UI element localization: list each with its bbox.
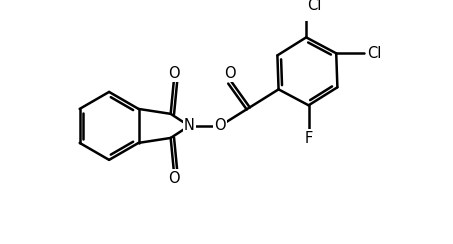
Text: O: O (224, 66, 236, 81)
Text: F: F (304, 131, 313, 146)
Text: O: O (168, 66, 179, 81)
Text: N: N (184, 118, 195, 133)
Text: O: O (168, 171, 179, 186)
Text: Cl: Cl (307, 0, 322, 13)
Text: Cl: Cl (367, 46, 382, 61)
Text: O: O (214, 118, 226, 133)
